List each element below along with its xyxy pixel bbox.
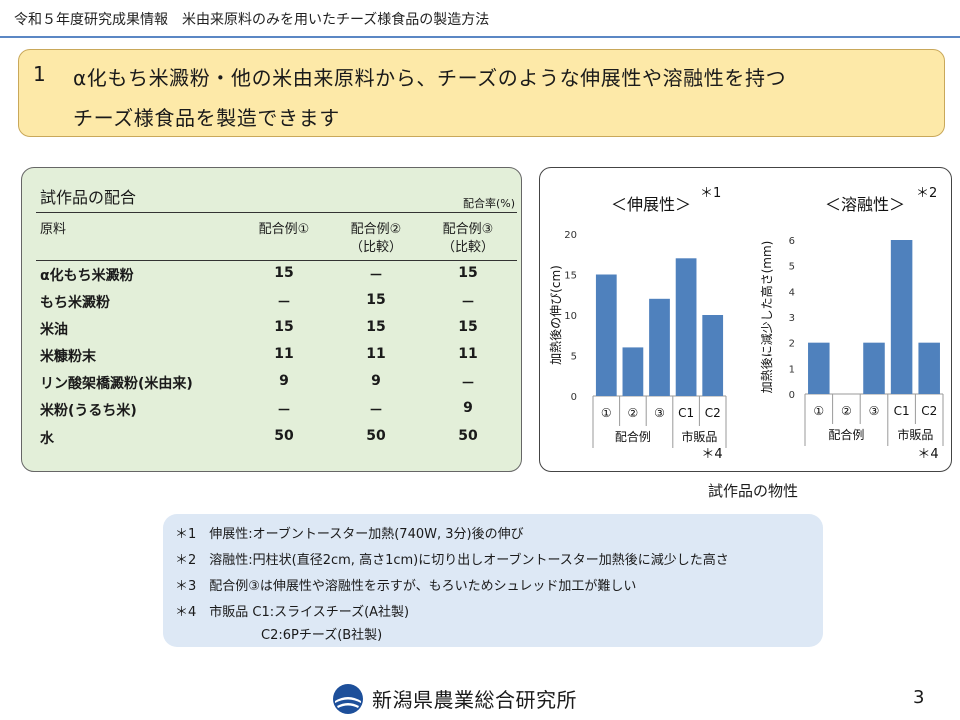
column-header-recipe-1: 配合例① (258, 222, 310, 237)
row-value-recipe-1: 9 (279, 373, 289, 389)
row-ingredient: 米粉(うるち米) (40, 403, 137, 419)
row-value-recipe-3: 9 (463, 400, 473, 416)
row-value-recipe-2: 15 (366, 319, 386, 335)
chart-x-tick-label: ② (841, 404, 852, 418)
chart-x-tick-label: ③ (869, 404, 880, 418)
chart-x-tick-label: C2 (705, 406, 721, 420)
note-2: ＊2 溶融性:円柱状(直径2cm, 高さ1cm)に切り出しオーブントースター加熱… (175, 553, 729, 568)
row-value-recipe-1: 15 (274, 319, 294, 335)
chart-group-label: 配合例 (615, 429, 651, 444)
headline-box: 1 α化もち米澱粉・他の米由来原料から、チーズのような伸展性や溶融性を持つ チー… (18, 49, 945, 137)
note-1: ＊1 伸展性:オーブントースター加熱(740W, 3分)後の伸び (175, 527, 524, 542)
column-header-recipe-2: 配合例② (350, 222, 402, 237)
row-value-recipe-2: 11 (366, 346, 386, 362)
chart-group-label: 市販品 (897, 427, 933, 442)
chart-y-axis-label: 加熱後に減少した高さ(mm) (759, 241, 774, 394)
row-value-recipe-3: 15 (458, 265, 478, 281)
column-header-recipe-3-note: （比較） (441, 240, 494, 255)
chart-bar (808, 342, 830, 394)
chart-caption: 試作品の物性 (707, 482, 798, 500)
chart-bar (649, 298, 670, 396)
row-value-recipe-2: － (369, 268, 383, 284)
chart-bar (863, 342, 885, 394)
footer-organization: 新潟県農業総合研究所 (372, 688, 577, 712)
row-value-recipe-2: 50 (366, 428, 386, 444)
chart-group-label: 市販品 (681, 429, 717, 444)
headline-line-1: α化もち米澱粉・他の米由来原料から、チーズのような伸展性や溶融性を持つ (73, 66, 787, 90)
page-number: 3 (913, 687, 925, 708)
institute-logo-icon (333, 684, 363, 714)
chart-y-tick-label: 10 (564, 311, 577, 322)
recipe-table-unit: 配合率(%) (462, 197, 515, 210)
chart-y-tick-label: 3 (789, 313, 795, 324)
header-divider (0, 36, 960, 38)
row-value-recipe-1: 11 (274, 346, 294, 362)
headline-line-2: チーズ様食品を製造できます (73, 106, 340, 130)
row-value-recipe-3: 15 (458, 319, 478, 335)
chart-x-tick-label: ② (628, 406, 639, 420)
chart-y-tick-label: 5 (571, 352, 577, 363)
row-ingredient: 米糠粉末 (40, 349, 96, 365)
recipe-table-title: 試作品の配合 (40, 188, 137, 207)
chart-y-tick-label: 2 (789, 339, 795, 350)
chart-y-tick-label: 0 (789, 390, 795, 401)
chart-y-tick-label: 0 (571, 392, 577, 403)
notes-box: ＊1 伸展性:オーブントースター加熱(740W, 3分)後の伸び ＊2 溶融性:… (163, 514, 823, 647)
chart-bar (702, 315, 724, 396)
chart-y-tick-label: 1 (789, 364, 795, 375)
chart-title: ＜溶融性＞ (825, 195, 905, 214)
row-value-recipe-1: 15 (274, 265, 294, 281)
table-header-rule (36, 260, 517, 261)
table-top-rule (36, 212, 517, 213)
row-value-recipe-3: － (461, 376, 475, 392)
chart-x-tick-label: ③ (654, 406, 665, 420)
chart-x-tick-label: C1 (678, 406, 694, 420)
chart-y-tick-label: 4 (789, 287, 795, 298)
row-ingredient: 水 (40, 431, 54, 447)
column-header-recipe-2-note: （比較） (349, 240, 402, 255)
chart-group-note: ＊4 (701, 447, 722, 462)
row-value-recipe-3: 11 (458, 346, 478, 362)
row-value-recipe-2: 15 (366, 292, 386, 308)
row-value-recipe-1: － (277, 295, 291, 311)
chart-title-note: ＊2 (916, 186, 937, 201)
row-ingredient: リン酸架橋澱粉(米由来) (40, 376, 193, 392)
row-ingredient: もち米澱粉 (40, 295, 110, 311)
row-value-recipe-3: 50 (458, 428, 478, 444)
recipe-table-panel: 試作品の配合 配合率(%) 原料 配合例① 配合例② （比較） 配合例③ （比較… (21, 167, 522, 472)
chart-bar (595, 274, 617, 396)
chart-bar (918, 342, 940, 394)
headline-number: 1 (33, 62, 47, 86)
row-value-recipe-3: － (461, 295, 475, 311)
chart-x-tick-label: ① (813, 404, 824, 418)
row-ingredient: α化もち米澱粉 (40, 268, 134, 284)
chart-y-tick-label: 6 (789, 236, 795, 247)
chart-y-tick-label: 5 (789, 262, 795, 273)
note-4-continued: C2:6Pチーズ(B社製) (261, 628, 383, 643)
note-3: ＊3 配合例③は伸展性や溶融性を示すが、もろいためシュレッド加工が難しい (175, 579, 637, 594)
row-value-recipe-1: 50 (274, 428, 294, 444)
chart-x-tick-label: C1 (894, 404, 910, 418)
chart-bar (890, 240, 913, 394)
row-ingredient: 米油 (40, 322, 68, 338)
chart-title-note: ＊1 (700, 186, 721, 201)
row-value-recipe-1: － (277, 403, 291, 419)
chart-group-note: ＊4 (917, 447, 938, 462)
chart-group-label: 配合例 (828, 427, 864, 442)
chart-y-tick-label: 20 (564, 230, 577, 241)
note-4: ＊4 市販品 C1:スライスチーズ(A社製) (175, 605, 410, 620)
chart-title: ＜伸展性＞ (611, 195, 691, 214)
chart-y-tick-label: 15 (564, 271, 577, 282)
chart-x-tick-label: C2 (921, 404, 937, 418)
chart-bar (675, 258, 697, 396)
row-value-recipe-2: 9 (371, 373, 381, 389)
column-header-ingredient: 原料 (40, 222, 67, 237)
row-value-recipe-2: － (369, 403, 383, 419)
chart-x-tick-label: ① (601, 406, 612, 420)
chart-y-axis-label: 加熱後の伸び(cm) (549, 265, 563, 365)
page-header-title: 令和５年度研究成果情報 米由来原料のみを用いたチーズ様食品の製造方法 (14, 12, 490, 28)
chart-bar (622, 347, 644, 396)
column-header-recipe-3: 配合例③ (442, 222, 494, 237)
